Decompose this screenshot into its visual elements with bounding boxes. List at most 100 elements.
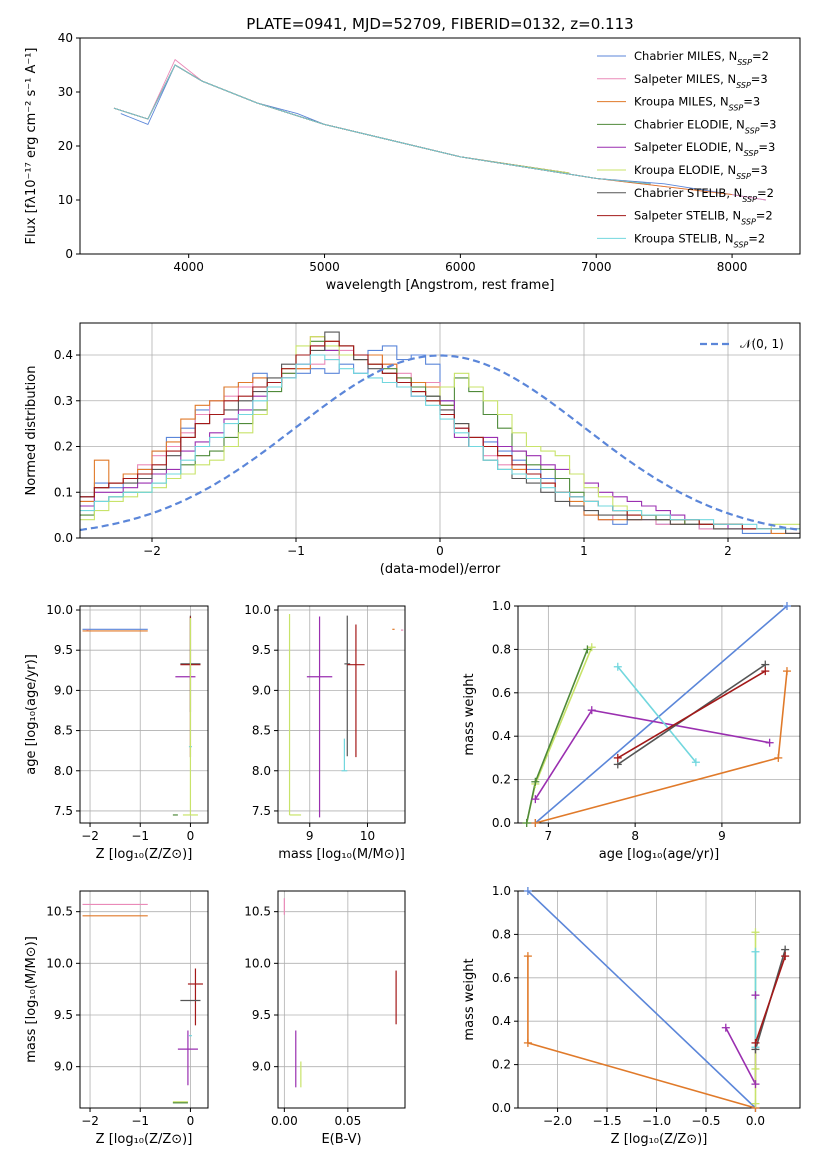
y-tick-label: 10	[58, 193, 73, 207]
figure-title: PLATE=0941, MJD=52709, FIBERID=0132, z=0…	[246, 15, 633, 33]
x-tick-label: −1	[287, 544, 305, 558]
y-tick-label: 9.5	[54, 643, 73, 657]
plot-area-spectrum	[113, 58, 767, 201]
y-tick-label: 0	[65, 247, 73, 261]
x-tick-label: 2	[724, 544, 732, 558]
weight-series-salpeter-elodie	[534, 709, 770, 800]
x-tick-label: 9	[306, 829, 314, 843]
y-tick-label: 40	[58, 31, 73, 45]
y-tick-label: 0.0	[54, 531, 73, 545]
y-tick-label: 10.0	[46, 603, 73, 617]
x-tick-label: −2	[81, 829, 99, 843]
x-tick-label: 0.0	[746, 1114, 765, 1128]
spectrum-series-salpeter-elodie	[174, 64, 570, 174]
axes-mass_vs_ebv: 0.00 0.05 9.0 9.5 10.0 10.5 E(B-V)	[244, 890, 406, 1147]
y-tick-label: 0.6	[492, 971, 511, 985]
axes-massweight_vs_age: 7 8 9 0.0 0.2 0.4 0.6 0.8 1.0 age [log₁₀(age/yr)]…	[462, 599, 801, 862]
y-tick-label: 9.0	[252, 1060, 271, 1074]
y-tick-label: 9.0	[54, 683, 73, 697]
spectrum-series-salpeter-stelib	[113, 64, 651, 185]
legend-label: Salpeter ELODIE, NSSP=3	[634, 140, 775, 158]
y-axis-label: age [log₁₀(age/yr)]	[24, 654, 39, 775]
y-axis-label: Flux [fλ10⁻¹⁷ erg cm⁻² s⁻¹ A⁻¹]	[24, 48, 39, 245]
x-tick-label: 6000	[445, 260, 476, 274]
x-axis-label: mass [log₁₀(M/M⊙)]	[278, 847, 405, 862]
y-tick-label: 0.1	[54, 485, 73, 499]
axes-massweight_vs_Z: −2.0 −1.5 −1.0 −0.5 0.0 0.0 0.2 0.4 0.6 0.8 1.0 Z […	[462, 884, 801, 1147]
y-tick-label: 30	[58, 85, 73, 99]
x-tick-label: 0	[187, 829, 195, 843]
plot-area-residuals	[80, 331, 800, 534]
x-tick-label: 0	[187, 1114, 195, 1128]
legend-label: Chabrier STELIB, NSSP=2	[634, 186, 774, 204]
hist-series-kroupa-stelib	[80, 354, 800, 530]
x-axis-label: age [log₁₀(age/yr)]	[599, 847, 720, 862]
x-tick-label: 8	[631, 829, 639, 843]
x-axis-label: (data-model)/error	[380, 562, 501, 577]
y-tick-label: 8.0	[54, 764, 73, 778]
y-tick-label: 0.8	[492, 927, 511, 941]
spectrum-series-kroupa-elodie	[174, 64, 570, 174]
gaussian-curve	[80, 354, 800, 532]
y-tick-label: 0.4	[54, 348, 73, 362]
y-axis-label: mass [log₁₀(M/M⊙)]	[24, 936, 39, 1063]
y-tick-label: 9.5	[252, 1008, 271, 1022]
plot-area-mass_vs_Z	[82, 903, 203, 1104]
weight-series-chabrier-miles	[527, 891, 757, 1108]
plot-area-age_vs_mass	[288, 614, 404, 818]
weight-series-kroupa-stelib	[617, 666, 697, 763]
axes-spectrum: 4000 5000 6000 7000 8000 0 10 20 30 40 wavelength …	[24, 31, 801, 293]
y-tick-label: 9.0	[252, 683, 271, 697]
y-tick-label: 0.2	[54, 440, 73, 454]
x-tick-label: −1.0	[642, 1114, 671, 1128]
y-tick-label: 0.0	[492, 1101, 511, 1115]
weight-series-kroupa-miles	[527, 956, 756, 1108]
y-tick-label: 10.5	[46, 905, 73, 919]
x-tick-label: 5000	[309, 260, 340, 274]
y-tick-label: 10.5	[244, 905, 271, 919]
y-tick-label: 7.5	[54, 804, 73, 818]
x-tick-label: 4000	[173, 260, 204, 274]
y-tick-label: 9.0	[54, 1060, 73, 1074]
x-tick-label: −1	[131, 1114, 149, 1128]
x-axis-label: Z [log₁₀(Z/Z⊙)]	[611, 1132, 708, 1147]
x-tick-label: −1.5	[592, 1114, 621, 1128]
x-tick-label: −2.0	[543, 1114, 572, 1128]
y-tick-label: 0.2	[492, 1058, 511, 1072]
plot-area-mass_vs_ebv	[283, 898, 397, 1088]
y-axis-label: Normed distribution	[24, 366, 39, 496]
axes-frame	[517, 605, 801, 824]
y-axis-label: mass weight	[462, 673, 477, 755]
spectrum-series-kroupa-stelib	[113, 64, 651, 185]
y-tick-label: 0.4	[492, 1014, 511, 1028]
weight-series-salpeter-stelib	[617, 670, 766, 759]
x-tick-label: −2	[81, 1114, 99, 1128]
x-tick-label: 0.00	[271, 1114, 298, 1128]
y-tick-label: 0.2	[492, 773, 511, 787]
y-tick-label: 9.5	[252, 643, 271, 657]
x-axis-label: Z [log₁₀(Z/Z⊙)]	[96, 1132, 193, 1147]
weight-series-salpeter-stelib	[754, 955, 786, 1044]
y-tick-label: 8.0	[252, 764, 271, 778]
legend-label: Kroupa STELIB, NSSP=2	[634, 231, 765, 249]
axes-age_vs_mass: 9 10 7.5 8.0 8.5 9.0 9.5 10.0 mass [log₁₀(M/M⊙)]	[244, 603, 406, 862]
legend-label: 𝒩(0, 1)	[740, 337, 784, 351]
legend-label: Chabrier MILES, NSSP=2	[634, 49, 769, 67]
axes-frame	[79, 605, 209, 824]
axes-frame	[277, 605, 406, 824]
axes-age_vs_Z: −2 −1 0 7.5 8.0 8.5 9.0 9.5 10.0 Z [log₁₀(Z/Z⊙)] a…	[24, 603, 209, 862]
y-tick-label: 10.0	[244, 956, 271, 970]
axes-frame	[79, 890, 209, 1109]
x-tick-label: 9	[718, 829, 726, 843]
weight-series-salpeter-elodie	[725, 995, 757, 1085]
x-tick-label: 0	[436, 544, 444, 558]
axes-frame	[517, 890, 801, 1109]
y-tick-label: 1.0	[492, 884, 511, 898]
axes-frame	[277, 890, 406, 1109]
legend-label: Salpeter MILES, NSSP=3	[634, 72, 768, 90]
x-tick-label: −1	[131, 829, 149, 843]
y-tick-label: 0.4	[492, 729, 511, 743]
y-tick-label: 0.3	[54, 394, 73, 408]
